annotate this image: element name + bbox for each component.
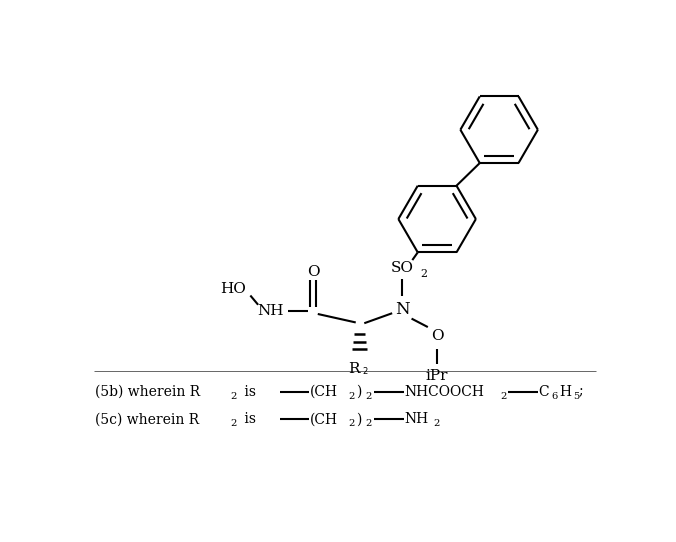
Text: 5: 5 <box>573 392 579 401</box>
Text: 2: 2 <box>348 392 354 401</box>
Text: HO: HO <box>220 282 246 296</box>
Text: ): ) <box>356 384 361 398</box>
Text: ;: ; <box>579 384 583 398</box>
Text: iPr: iPr <box>426 369 448 383</box>
Text: is: is <box>239 412 256 426</box>
Text: $_2$: $_2$ <box>362 364 368 377</box>
Text: O: O <box>431 330 443 343</box>
Text: O: O <box>307 266 320 280</box>
Text: R: R <box>348 362 360 376</box>
Text: 2: 2 <box>433 420 439 428</box>
Text: H: H <box>559 384 571 398</box>
Text: (5c) wherein R: (5c) wherein R <box>95 412 199 426</box>
Text: N: N <box>395 301 410 318</box>
Text: NH: NH <box>404 412 429 426</box>
Text: SO: SO <box>391 261 414 275</box>
Text: 2: 2 <box>420 269 427 279</box>
Text: ): ) <box>356 412 361 426</box>
Text: 2: 2 <box>348 420 354 428</box>
Text: NH: NH <box>258 304 284 318</box>
Text: (5b) wherein R: (5b) wherein R <box>95 384 201 398</box>
Text: 2: 2 <box>500 392 506 401</box>
Text: 2: 2 <box>365 420 371 428</box>
Text: 2: 2 <box>231 392 237 401</box>
Text: is: is <box>239 384 256 398</box>
Text: 2: 2 <box>365 392 371 401</box>
Text: (CH: (CH <box>310 384 338 398</box>
Text: 6: 6 <box>551 392 557 401</box>
Text: 2: 2 <box>231 420 237 428</box>
Text: NHCOOCH: NHCOOCH <box>404 384 485 398</box>
Text: C: C <box>539 384 550 398</box>
Text: (CH: (CH <box>310 412 338 426</box>
